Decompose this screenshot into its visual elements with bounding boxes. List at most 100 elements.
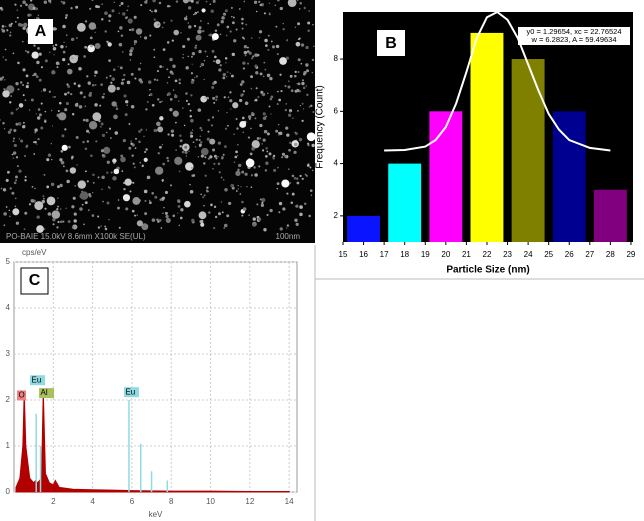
particle xyxy=(85,118,89,122)
particle xyxy=(17,107,20,110)
particle xyxy=(46,158,50,162)
particle xyxy=(16,16,19,19)
particle xyxy=(48,0,52,3)
particle xyxy=(281,179,290,188)
particle xyxy=(84,20,88,23)
particle xyxy=(250,186,253,189)
particle xyxy=(170,19,173,22)
particle xyxy=(181,150,185,154)
particle xyxy=(104,30,107,33)
particle xyxy=(82,118,86,122)
particle xyxy=(23,154,27,158)
particle xyxy=(149,34,152,37)
particle xyxy=(86,180,89,183)
particle xyxy=(230,74,234,78)
particle xyxy=(291,174,295,178)
particle xyxy=(267,92,269,94)
particle xyxy=(62,24,66,29)
particle xyxy=(22,41,24,43)
particle xyxy=(237,188,239,190)
particle xyxy=(64,16,68,19)
particle xyxy=(273,168,277,172)
particle xyxy=(60,149,64,153)
particle xyxy=(299,212,303,217)
fit-parameters: y0 = 1.29654, xc = 22.76524 xyxy=(526,27,621,36)
y-tick-label: 4 xyxy=(334,159,339,168)
particle xyxy=(101,154,105,157)
y-tick-label: 2 xyxy=(334,211,339,220)
particle xyxy=(191,174,194,177)
particle xyxy=(55,61,60,66)
particle xyxy=(87,48,89,50)
particle xyxy=(13,181,17,185)
particle xyxy=(262,138,266,142)
particle xyxy=(262,149,265,152)
x-tick-label: 16 xyxy=(359,250,368,259)
particle xyxy=(238,8,241,10)
particle xyxy=(36,225,44,233)
particle xyxy=(129,52,133,56)
particle xyxy=(182,56,184,59)
particle xyxy=(218,68,222,72)
particle xyxy=(188,25,192,29)
bar xyxy=(470,32,504,243)
particle xyxy=(212,96,216,100)
particle xyxy=(192,13,195,16)
particle xyxy=(170,129,175,133)
particle xyxy=(172,214,176,218)
particle xyxy=(149,88,151,91)
particle xyxy=(178,170,181,173)
particle xyxy=(312,110,315,114)
particle xyxy=(177,212,179,214)
particle xyxy=(40,90,43,92)
particle xyxy=(259,123,263,128)
particle xyxy=(75,136,79,139)
particle xyxy=(187,102,190,106)
particle xyxy=(258,30,263,34)
particle xyxy=(3,224,6,227)
particle xyxy=(4,58,7,61)
particle xyxy=(222,13,225,16)
particle xyxy=(161,143,164,146)
particle xyxy=(87,81,91,85)
particle xyxy=(100,126,102,128)
bar xyxy=(552,111,586,243)
particle xyxy=(269,76,273,81)
particle xyxy=(137,67,141,71)
particle xyxy=(197,108,202,112)
particle xyxy=(158,145,162,149)
particle xyxy=(303,71,307,75)
peak-label-box xyxy=(123,387,139,398)
particle xyxy=(58,101,62,105)
particle xyxy=(254,53,257,57)
particle xyxy=(25,144,29,147)
particle xyxy=(257,53,260,57)
particle xyxy=(211,49,215,53)
particle xyxy=(272,157,275,160)
particle xyxy=(255,87,258,90)
particle xyxy=(174,156,183,165)
fit-parameters: w = 6.2823, A = 59.49634 xyxy=(530,35,616,44)
particle xyxy=(302,86,306,90)
particle xyxy=(278,201,283,206)
particle xyxy=(206,186,209,189)
particle xyxy=(64,128,67,131)
particle xyxy=(290,201,294,205)
particle xyxy=(244,54,247,57)
particle xyxy=(182,44,186,49)
particle xyxy=(141,164,144,168)
particle xyxy=(254,98,258,102)
particle xyxy=(12,52,15,55)
particle xyxy=(48,90,51,93)
particle xyxy=(231,52,236,57)
particle xyxy=(203,204,205,207)
particle xyxy=(119,4,121,7)
particle xyxy=(246,185,248,188)
particle xyxy=(1,28,4,31)
particle xyxy=(235,117,238,121)
particle xyxy=(235,190,238,192)
particle xyxy=(123,182,125,185)
particle xyxy=(144,0,148,4)
particle xyxy=(75,5,79,9)
